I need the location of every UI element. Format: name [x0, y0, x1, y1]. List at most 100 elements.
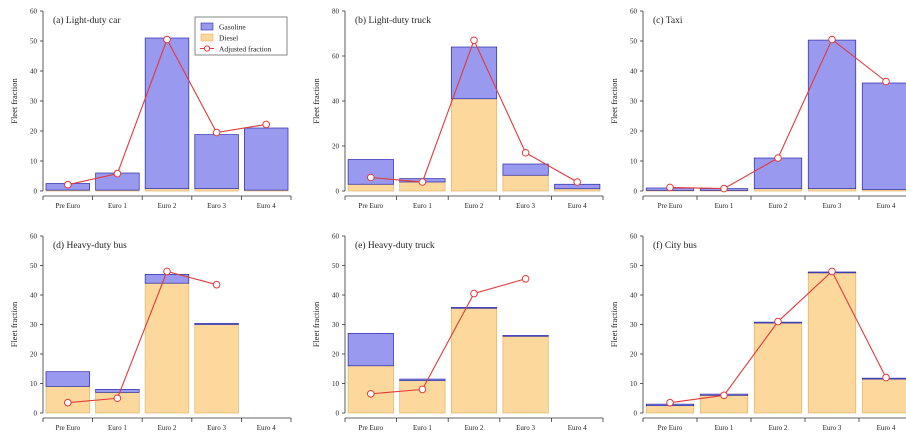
y-tick-label: 0 — [634, 410, 638, 418]
x-tick-label: Euro 4 — [257, 424, 276, 431]
adjusted-fraction-marker — [64, 398, 72, 407]
x-tick-label: Euro 1 — [413, 202, 432, 210]
y-tick-label: 20 — [332, 351, 340, 359]
bar-gasoline — [807, 39, 857, 189]
x-tick-label: Pre Euro — [358, 202, 383, 210]
bar-gasoline — [194, 134, 239, 189]
bar-diesel — [450, 307, 498, 414]
bar-gasoline — [95, 389, 140, 393]
adjusted-fraction-marker — [882, 373, 890, 382]
bar-diesel — [753, 322, 803, 414]
x-tick-label: Pre Euro — [658, 202, 683, 210]
x-tick-label: Pre Euro — [358, 424, 383, 431]
legend-swatch-gasoline — [200, 22, 214, 31]
adjusted-fraction-line — [370, 278, 526, 395]
y-tick-label: 0 — [34, 188, 38, 196]
y-tick-label: 0 — [634, 188, 638, 196]
y-tick-label: 60 — [30, 8, 38, 16]
x-tick-label: Euro 3 — [207, 424, 226, 431]
bar-gasoline — [450, 46, 498, 100]
bar-diesel — [347, 183, 394, 192]
x-tick-label: Euro 3 — [516, 424, 535, 431]
chart-panel-0: 0 10 20 30 40 50 60 Fleet fraction (a) Light-dut… — [9, 8, 292, 210]
bar-diesel — [399, 380, 446, 414]
x-tick-label: Pre Euro — [55, 202, 80, 210]
adjusted-fraction-marker — [212, 128, 221, 137]
bar-gasoline — [753, 157, 803, 189]
adjusted-fraction-marker — [113, 394, 122, 403]
y-axis-title: Fleet fraction — [9, 301, 19, 347]
bar-diesel — [645, 405, 695, 414]
adjusted-fraction-marker — [163, 267, 171, 276]
panel-title: (c) Taxi — [653, 15, 683, 26]
x-tick-label: Euro 2 — [158, 424, 177, 431]
bar-gasoline — [244, 127, 289, 191]
y-tick-label: 0 — [34, 410, 38, 418]
adjusted-fraction-marker — [418, 178, 427, 186]
bar-diesel — [753, 188, 803, 192]
y-tick-label: 30 — [630, 321, 638, 329]
x-tick-label: Pre Euro — [55, 424, 80, 431]
adjusted-fraction-marker — [262, 120, 271, 129]
x-tick-label: Euro 4 — [568, 424, 587, 431]
y-tick-label: 20 — [630, 351, 638, 359]
adjusted-fraction-marker — [163, 35, 171, 44]
bar-gasoline — [45, 371, 90, 387]
adjusted-fraction-marker — [774, 317, 782, 326]
adjusted-fraction-marker — [828, 35, 836, 44]
y-tick-label: 50 — [630, 262, 638, 270]
bar-diesel — [194, 324, 239, 414]
panel-title: (f) City bus — [653, 240, 697, 251]
y-tick-label: 80 — [332, 8, 340, 16]
chart-panel-5: 0 10 20 30 40 50 60 Fleet fraction (f) City bus P… — [609, 233, 906, 432]
chart-panel-1: 0 20 40 60 80 Fleet fraction (b) Light-duty tr… — [311, 8, 604, 210]
x-tick-label: Euro 1 — [413, 424, 432, 431]
adjusted-fraction-marker — [521, 274, 530, 283]
y-tick-label: 40 — [630, 68, 638, 76]
y-tick-label: 10 — [30, 380, 38, 388]
y-tick-label: 50 — [332, 262, 340, 270]
bar-diesel — [807, 188, 857, 192]
legend-label-gasoline: Gasoline — [219, 23, 246, 32]
y-tick-label: 0 — [336, 410, 340, 418]
adjusted-fraction-marker — [720, 391, 728, 400]
bar-diesel — [194, 188, 239, 192]
y-tick-label: 40 — [30, 292, 38, 300]
x-tick-label: Euro 3 — [207, 202, 226, 210]
legend-swatch-diesel — [200, 33, 214, 42]
y-tick-label: 50 — [630, 38, 638, 46]
y-tick-label: 30 — [332, 321, 340, 329]
x-tick-label: Euro 2 — [158, 202, 177, 210]
bar-gasoline — [144, 37, 190, 189]
adjusted-fraction-marker — [470, 289, 478, 298]
y-tick-label: 60 — [30, 233, 38, 241]
bar-gasoline — [861, 82, 906, 190]
x-tick-label: Euro 4 — [877, 424, 896, 431]
y-tick-label: 60 — [332, 53, 340, 61]
bar-gasoline — [347, 333, 394, 367]
x-tick-label: Euro 1 — [108, 202, 127, 210]
y-tick-label: 10 — [630, 158, 638, 166]
adjusted-fraction-marker — [113, 169, 122, 178]
y-tick-label: 60 — [630, 233, 638, 241]
y-tick-label: 10 — [332, 380, 340, 388]
legend-label-adjusted: Adjusted fraction — [219, 45, 272, 54]
adjusted-fraction-marker — [521, 148, 530, 157]
y-tick-label: 10 — [630, 380, 638, 388]
adjusted-fraction-marker — [367, 173, 375, 182]
panel-title: (e) Heavy-duty truck — [355, 240, 435, 251]
panel-title: (d) Heavy-duty bus — [53, 240, 127, 251]
legend: Gasoline Diesel Adjusted fraction — [194, 16, 288, 56]
adjusted-fraction-marker — [774, 154, 782, 162]
x-tick-label: Euro 4 — [257, 202, 276, 210]
adjusted-fraction-marker — [666, 183, 674, 192]
bar-diesel — [807, 272, 857, 414]
bar-gasoline — [399, 378, 446, 381]
bar-gasoline — [502, 163, 549, 176]
y-tick-label: 30 — [30, 321, 38, 329]
x-tick-label: Euro 1 — [715, 202, 734, 210]
x-tick-label: Euro 4 — [877, 202, 896, 210]
adjusted-fraction-marker — [720, 184, 728, 193]
